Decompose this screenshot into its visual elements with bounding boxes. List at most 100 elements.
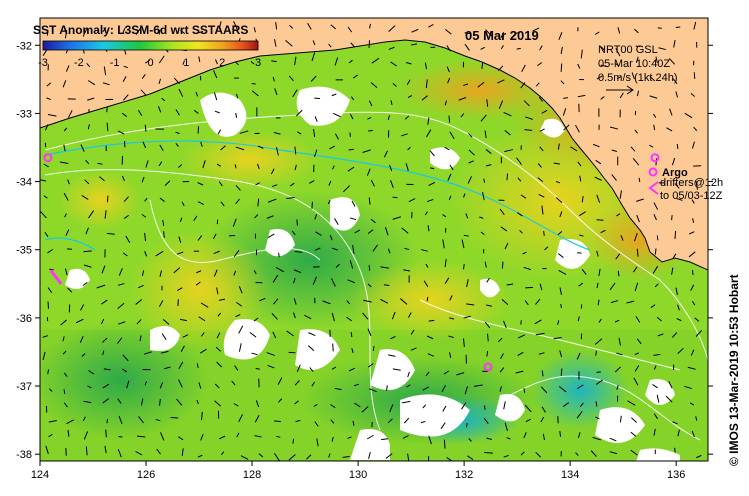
current-vector [387, 418, 393, 424]
x-axis-ticks: 124 126 128 130 132 134 136 [31, 461, 685, 481]
current-vector [288, 75, 294, 82]
current-vector [178, 361, 184, 370]
current-vector [47, 369, 50, 375]
current-vector [193, 109, 199, 114]
current-vector [310, 75, 317, 82]
current-vector [196, 363, 199, 368]
current-vector [387, 248, 391, 254]
current-vector [619, 92, 624, 99]
current-vector [464, 43, 470, 51]
current-vector [81, 353, 86, 357]
current-vector [656, 235, 659, 241]
current-vector [616, 213, 621, 217]
colorbar-tick-label: -3 [38, 57, 48, 69]
current-vector [380, 438, 388, 441]
current-vector [64, 29, 68, 39]
current-vector [272, 76, 275, 82]
current-vector [443, 439, 446, 449]
current-vector [486, 437, 492, 441]
current-vector [537, 163, 542, 168]
current-vector [368, 100, 373, 107]
current-vector [424, 62, 427, 70]
current-vector [616, 76, 622, 80]
current-vector [632, 157, 640, 166]
current-vector [117, 302, 125, 309]
current-vector [87, 80, 96, 86]
current-vector [368, 197, 371, 205]
current-vector [676, 144, 679, 150]
current-vector [405, 61, 412, 65]
current-vector [104, 445, 107, 454]
current-vector [427, 117, 430, 125]
current-vector [600, 96, 605, 100]
current-vector [87, 124, 90, 130]
current-vector [173, 77, 180, 85]
current-vector [562, 108, 567, 116]
x-tick-label: 124 [31, 469, 49, 481]
current-vector [596, 194, 601, 203]
current-vector [520, 451, 525, 456]
current-vector [62, 350, 67, 355]
current-vector [444, 277, 450, 284]
current-vector [254, 435, 262, 438]
current-vector [117, 448, 122, 458]
colorbar-tick-label: -2 [74, 57, 84, 69]
current-vector [631, 417, 638, 423]
current-vector [313, 128, 316, 138]
current-vector [85, 227, 89, 235]
current-vector [516, 47, 521, 50]
current-vector [684, 385, 692, 390]
current-vector [539, 283, 543, 291]
current-vector [538, 96, 544, 102]
current-vector [45, 445, 49, 455]
current-vector [255, 368, 260, 370]
current-vector [449, 352, 452, 359]
current-vector [691, 430, 695, 438]
current-vector [367, 434, 374, 440]
current-vector [636, 248, 639, 257]
current-vector [367, 116, 372, 120]
current-vector [62, 80, 67, 88]
current-vector [525, 116, 533, 120]
current-vector [626, 300, 635, 304]
current-vector [306, 454, 312, 460]
current-vector [274, 88, 278, 96]
current-vector [524, 300, 529, 306]
current-vector [595, 416, 600, 420]
current-vector [253, 270, 257, 275]
current-vector [216, 361, 223, 368]
current-vector [541, 205, 544, 215]
current-vector [671, 267, 674, 275]
current-vector [106, 106, 108, 113]
current-vector [558, 270, 567, 275]
current-vector [218, 181, 223, 187]
current-vector [392, 216, 402, 220]
current-vector [596, 371, 601, 373]
current-vector [67, 287, 73, 293]
current-vector [334, 387, 342, 391]
current-vector [277, 398, 283, 403]
current-vector [385, 453, 393, 459]
current-vector [634, 129, 638, 134]
current-vector [328, 43, 332, 48]
current-vector [367, 229, 374, 235]
current-vector [238, 325, 244, 334]
current-vector [426, 129, 432, 138]
current-vector [614, 319, 620, 323]
current-vector [293, 298, 297, 305]
current-vector [235, 198, 240, 205]
current-vector [407, 453, 410, 461]
current-vector [198, 316, 206, 322]
current-vector [515, 31, 521, 34]
colorbar-ticks: -3 -2 -1 0 1 2 3 [38, 57, 261, 69]
current-vector [578, 282, 584, 287]
current-vector [292, 89, 298, 98]
current-vector [653, 428, 656, 436]
current-vector [540, 386, 548, 394]
current-vector [456, 372, 465, 376]
current-vector [293, 269, 302, 274]
current-vector [178, 164, 183, 168]
current-vector [259, 297, 266, 302]
current-vector [156, 448, 161, 455]
current-vector [48, 420, 57, 423]
